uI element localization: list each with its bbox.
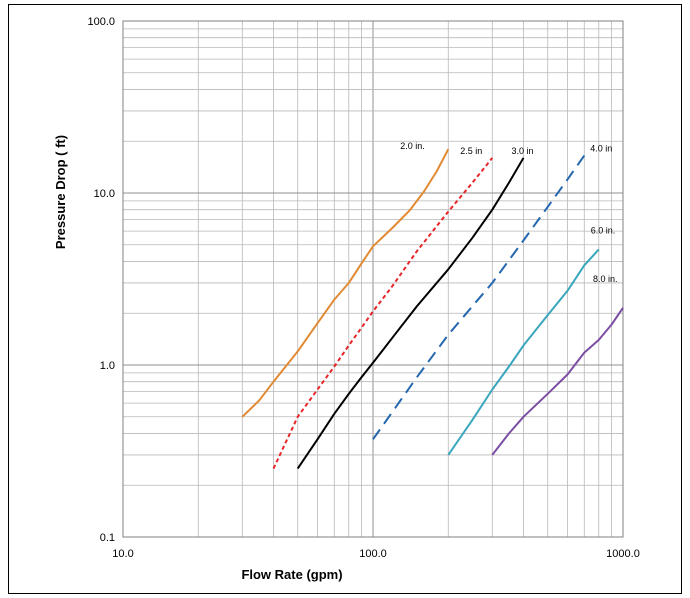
series-line-60in [447,248,600,456]
series-label: 8.0 in. [593,274,618,284]
x-tick-label: 1000.0 [606,548,640,560]
series-line-40in [372,155,586,440]
x-axis-title: Flow Rate (gpm) [241,567,342,582]
tick-labels: 10.0 100.0 1000.0 0.1 1.0 10.0 100.0 [87,16,639,560]
series-label: 6.0 in. [591,225,616,235]
y-tick-label: 100.0 [87,16,115,28]
x-tick-label: 10.0 [112,548,133,560]
plot-border [122,20,624,538]
series-labels: 2.0 in. 2.5 in 3.0 in 4.0 in 6.0 in. 8.0 in. [400,141,617,284]
series-line-30in [296,157,525,470]
series-label: 2.5 in [460,146,482,156]
series-lines [241,148,624,470]
x-tick-label: 100.0 [359,548,387,560]
series-line-25in [272,157,494,470]
series-label: 4.0 in [590,144,612,154]
series-label: 2.0 in. [400,141,425,151]
chart-frame: 10.0 100.0 1000.0 0.1 1.0 10.0 100.0 2.0 in. 2.… [8,4,682,594]
grid [122,20,624,538]
y-tick-label: 10.0 [94,188,115,200]
y-tick-label: 1.0 [100,360,115,372]
series-line-20in [241,148,450,418]
y-axis-title: Pressure Drop ( ft) [53,135,68,249]
series-label: 3.0 in [512,146,534,156]
y-tick-label: 0.1 [100,532,115,544]
series-line-80in [491,307,624,456]
